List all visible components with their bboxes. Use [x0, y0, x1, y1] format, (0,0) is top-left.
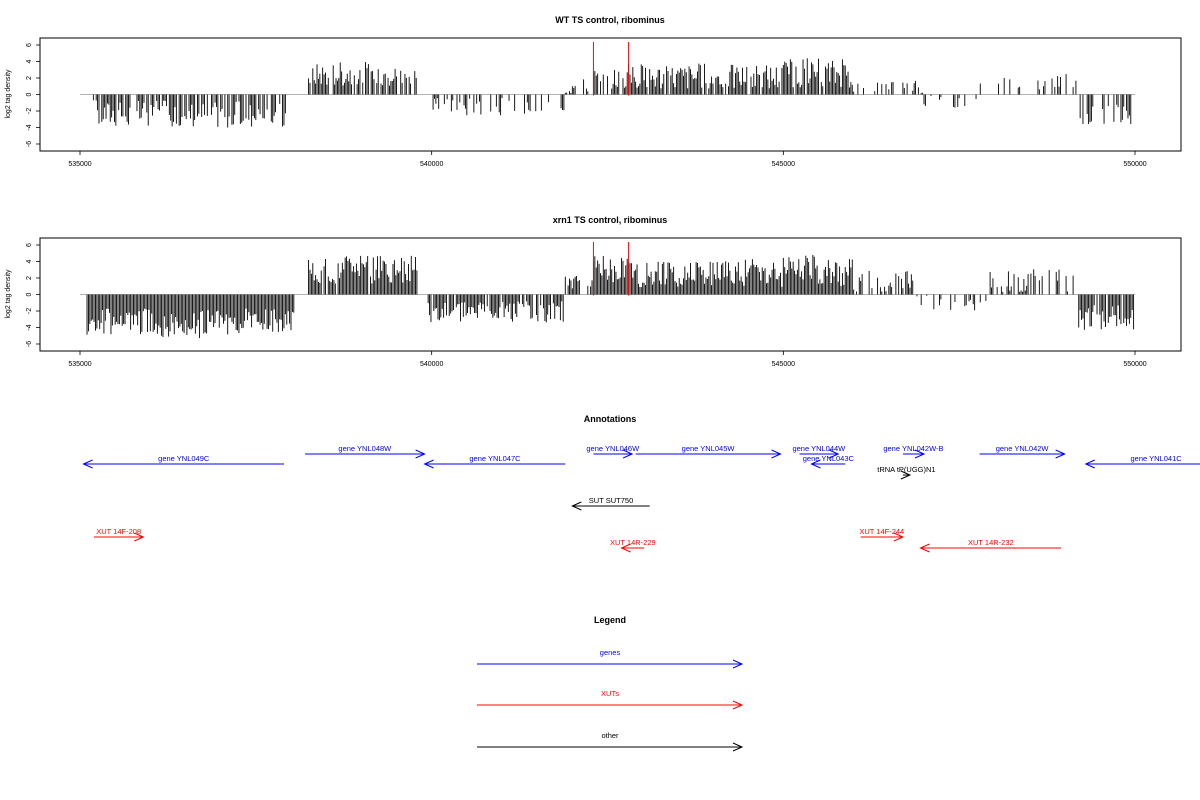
- feature-arrow-head: [620, 543, 631, 553]
- wt-x-ticks: 535000 540000 545000 550000: [68, 151, 1147, 168]
- feature-arrow-head: [1084, 459, 1095, 469]
- feature-other: tRNA tP(UGG)N1: [877, 465, 936, 480]
- legend-arrow-head: [732, 742, 744, 752]
- xrn1-track-title: xrn1 TS control, ribominus: [553, 215, 668, 225]
- legend-title: Legend: [594, 615, 626, 625]
- feature-arrow-head: [571, 501, 582, 511]
- feature-xut: XUT 14F-244: [859, 527, 905, 542]
- xrn1-y-ticks: 6 4 2 0 -2 -4 -6: [26, 243, 40, 347]
- wt-y-tick-label: -6: [26, 141, 33, 147]
- wt-y-tick-label: -4: [26, 124, 33, 130]
- feature-gene: gene YNL043C: [803, 454, 855, 469]
- feature-label: gene YNL042W: [996, 444, 1050, 453]
- feature-xut: XUT 14R-229: [610, 538, 656, 553]
- legend-entry-label: other: [601, 731, 619, 740]
- legend: Legend genes XUTs other: [477, 615, 744, 752]
- feature-gene: gene YNL045W: [635, 444, 782, 459]
- legend-entry: other: [477, 731, 744, 752]
- xrn1-y-tick-label: -2: [26, 308, 33, 314]
- wt-coverage-track: WT TS control, ribominus log2 tag densit…: [5, 15, 1182, 168]
- wt-y-tick-label: 4: [26, 59, 33, 63]
- feature-label: gene YNL046W: [586, 444, 640, 453]
- wt-track-title: WT TS control, ribominus: [555, 15, 665, 25]
- wt-x-tick-label: 545000: [772, 161, 795, 168]
- legend-entry-label: genes: [600, 648, 621, 657]
- xrn1-y-tick-label: 4: [26, 259, 33, 263]
- feature-label: gene YNL045W: [682, 444, 736, 453]
- feature-arrow-head: [893, 532, 905, 542]
- xrn1-x-tick-label: 550000: [1123, 361, 1146, 368]
- xrn1-coverage-track: xrn1 TS control, ribominus log2 tag dens…: [5, 215, 1182, 368]
- feature-label: gene YNL043C: [803, 454, 855, 463]
- wt-x-tick-label: 540000: [420, 161, 443, 168]
- feature-label: gene YNL048W: [338, 444, 392, 453]
- feature-arrow-head: [828, 449, 840, 459]
- wt-x-tick-label: 535000: [68, 161, 91, 168]
- feature-arrow-head: [1055, 449, 1066, 459]
- wt-y-tick-label: 2: [26, 76, 33, 80]
- feature-arrow-head: [423, 459, 434, 469]
- feature-arrow-head: [415, 449, 426, 459]
- feature-label: SUT SUT750: [589, 496, 633, 505]
- feature-arrows: gene YNL049C gene YNL048W gene YNL047C gene…: [82, 444, 1200, 553]
- feature-label: gene YNL047C: [469, 454, 521, 463]
- feature-gene: gene YNL044W: [792, 444, 846, 459]
- feature-arrow-head: [919, 543, 930, 553]
- wt-bar-group: [80, 42, 1135, 128]
- legend-entries: genes XUTs other: [477, 648, 744, 752]
- feature-gene: gene YNL047C: [423, 454, 566, 469]
- feature-label: XUT 14R-229: [610, 538, 656, 547]
- feature-label: gene YNL049C: [158, 454, 210, 463]
- legend-arrow-head: [732, 659, 744, 669]
- wt-y-tick-label: -2: [26, 108, 33, 114]
- feature-label: XUT 14F-208: [96, 527, 141, 536]
- xrn1-y-tick-label: -6: [26, 341, 33, 347]
- feature-gene: gene YNL041C: [1084, 454, 1200, 469]
- feature-arrow-head: [82, 459, 93, 469]
- feature-label: gene YNL041C: [1131, 454, 1183, 463]
- feature-arrow-head: [900, 470, 912, 480]
- xrn1-x-tick-label: 540000: [420, 361, 443, 368]
- xrn1-y-axis-label: log2 tag density: [5, 269, 12, 319]
- xrn1-x-ticks: 535000 540000 545000 550000: [68, 351, 1147, 368]
- legend-entry-label: XUTs: [601, 689, 619, 698]
- feature-gene: gene YNL048W: [305, 444, 426, 459]
- feature-arrow-head: [134, 532, 145, 542]
- feature-arrow-head: [914, 449, 926, 459]
- feature-xut: XUT 14F-208: [94, 527, 145, 542]
- wt-y-tick-label: 6: [26, 43, 33, 47]
- feature-label: tRNA tP(UGG)N1: [877, 465, 935, 474]
- feature-label: XUT 14R-232: [968, 538, 1014, 547]
- xrn1-y-tick-label: 6: [26, 243, 33, 247]
- wt-y-axis-label: log2 tag density: [5, 69, 12, 119]
- xrn1-bar-group: [80, 242, 1135, 339]
- legend-arrow-head: [732, 700, 744, 710]
- wt-x-tick-label: 550000: [1123, 161, 1146, 168]
- feature-label: XUT 14F-244: [859, 527, 904, 536]
- feature-gene: gene YNL042W: [979, 444, 1066, 459]
- xrn1-y-tick-label: -4: [26, 324, 33, 330]
- xrn1-y-tick-label: 0: [26, 292, 33, 296]
- annotations-title: Annotations: [584, 414, 637, 424]
- feature-gene: gene YNL042W-B: [883, 444, 944, 459]
- legend-entry: XUTs: [477, 689, 744, 710]
- feature-xut: XUT 14R-232: [919, 538, 1062, 553]
- feature-label: gene YNL042W-B: [883, 444, 943, 453]
- xrn1-y-tick-label: 2: [26, 276, 33, 280]
- feature-gene: gene YNL049C: [82, 454, 284, 469]
- feature-other: SUT SUT750: [571, 496, 650, 511]
- feature-arrow-head: [771, 449, 782, 459]
- xrn1-x-tick-label: 535000: [68, 361, 91, 368]
- feature-arrow-head: [810, 459, 821, 469]
- legend-entry: genes: [477, 648, 744, 669]
- wt-y-ticks: 6 4 2 0 -2 -4 -6: [26, 43, 40, 147]
- feature-gene: gene YNL046W: [586, 444, 640, 459]
- feature-label: gene YNL044W: [792, 444, 846, 453]
- wt-y-tick-label: 0: [26, 92, 33, 96]
- xrn1-x-tick-label: 545000: [772, 361, 795, 368]
- feature-arrow-head: [622, 449, 634, 459]
